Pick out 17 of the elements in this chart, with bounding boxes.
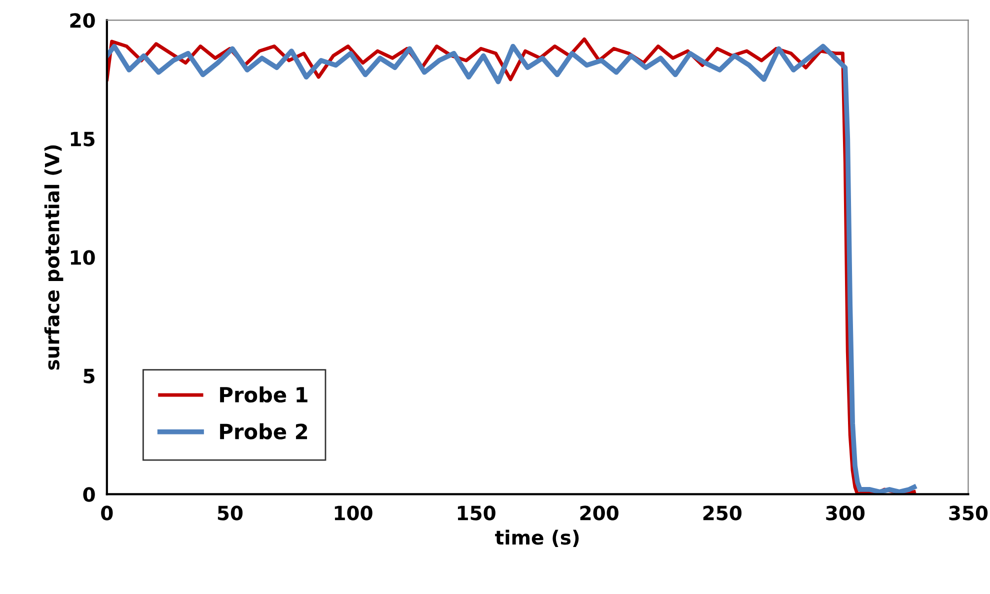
- y-tick-label: 5: [84, 368, 94, 384]
- y-axis-title: surface potential (V): [44, 145, 64, 370]
- x-tick-label: 100: [334, 506, 372, 520]
- y-tick-label: 0: [83, 487, 95, 502]
- x-tick-label: 200: [580, 506, 618, 520]
- legend-label: Probe 2: [220, 423, 308, 440]
- x-tick-label: 0: [101, 506, 113, 520]
- y-tick-label: 15: [70, 132, 94, 146]
- x-tick-label: 350: [949, 506, 988, 520]
- y-tick-label: 20: [70, 13, 95, 28]
- y-tick-label: 10: [70, 250, 95, 265]
- x-tick-label: 50: [218, 506, 243, 520]
- x-tick-label: 150: [458, 506, 496, 520]
- x-tick-label: 300: [826, 506, 865, 520]
- x-tick-label: 250: [703, 506, 742, 520]
- x-axis-title: time (s): [495, 530, 579, 548]
- legend-label: Probe 1: [220, 386, 308, 403]
